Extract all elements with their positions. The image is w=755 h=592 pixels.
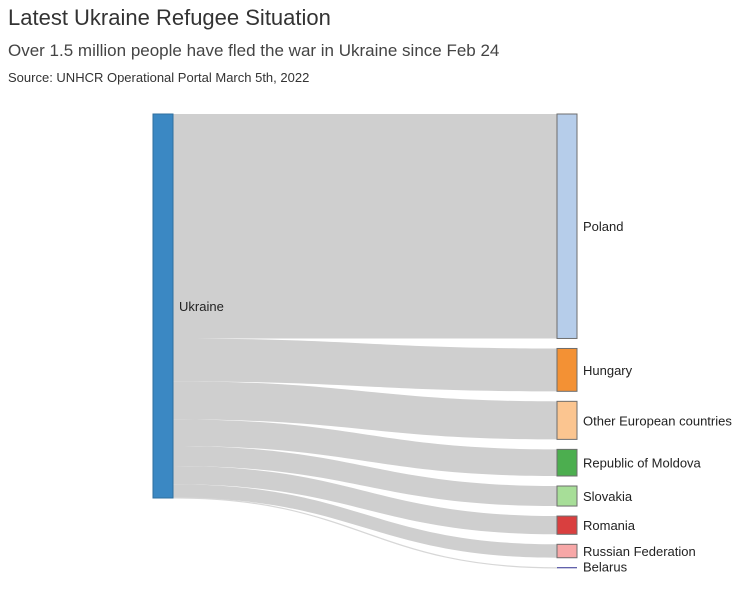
target-node-other-european-countries [556,400,578,440]
target-label-hungary: Hungary [583,363,633,378]
link-ukraine-russian-federation [173,484,557,558]
source-node-group: Ukraine [152,113,224,499]
target-label-republic-of-moldova: Republic of Moldova [583,456,702,471]
target-label-slovakia: Slovakia [583,489,633,504]
link-ukraine-romania [173,466,557,535]
target-node-romania [556,515,578,535]
chart-subtitle: Over 1.5 million people have fled the wa… [8,41,500,60]
target-label-other-european-countries: Other European countries [583,413,732,428]
target-node-russian-federation [556,543,578,559]
target-node-slovakia [556,485,578,507]
source-node-label: Ukraine [179,299,224,314]
link-ukraine-republic-of-moldova [173,419,557,477]
link-ukraine-hungary [173,338,557,392]
target-nodes-group: Poland Hungary Other European countries Rep… [556,113,732,575]
target-node-republic-of-moldova [556,448,578,477]
chart-source: Source: UNHCR Operational Portal March 5… [8,70,310,85]
source-node-ukraine [152,113,174,499]
target-label-belarus: Belarus [583,560,628,575]
chart-title: Latest Ukraine Refugee Situation [8,5,331,30]
link-ukraine-slovakia [173,446,557,507]
target-label-russian-federation: Russian Federation [583,544,696,559]
target-label-poland: Poland [583,219,623,234]
chart-header: Latest Ukraine Refugee Situation Over 1.… [8,4,748,86]
sankey-links [172,114,558,569]
target-label-romania: Romania [583,518,636,533]
target-node-poland [556,113,578,339]
target-node-hungary [556,347,578,392]
link-ukraine-other-european-countries [173,381,557,440]
link-ukraine-poland [173,114,557,339]
